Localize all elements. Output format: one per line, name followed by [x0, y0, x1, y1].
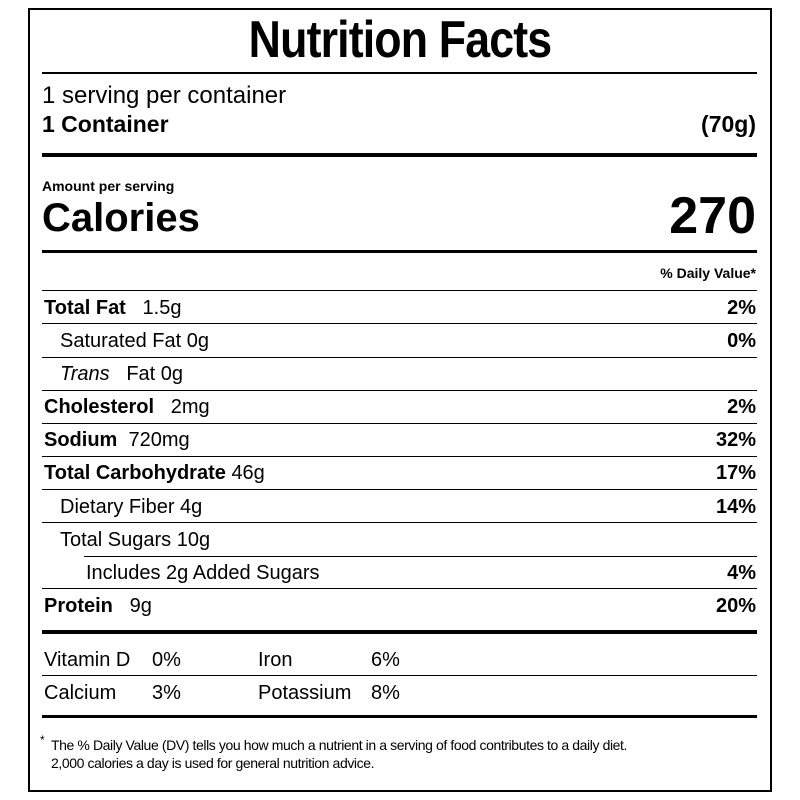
label-border [28, 8, 772, 792]
nutrient-dv: 32% [715, 429, 756, 451]
nutrient-dv: 14% [715, 496, 756, 518]
amount-per-serving: Amount per serving [42, 178, 175, 194]
nutrient-dv: 4% [727, 562, 756, 584]
vitamin-dv: 6% [371, 649, 400, 671]
nutrient-name: Protein [44, 595, 113, 617]
nutrient-row: Trans Fat 0g [60, 364, 183, 384]
nutrient-amount: 10g [176, 529, 211, 551]
nutrient-dv: 20% [715, 595, 756, 617]
divider [42, 423, 757, 424]
divider-thick [42, 715, 757, 718]
footnote-line: The % Daily Value (DV) tells you how muc… [51, 737, 628, 753]
serving-size-amount: (70g) [701, 111, 756, 137]
nutrient-name: Dietary Fiber [60, 496, 175, 518]
divider [84, 556, 757, 557]
vitamin-name: Iron [258, 649, 293, 671]
calories-value: 270 [669, 187, 756, 245]
nutrient-dv: 0% [727, 330, 756, 352]
divider [42, 72, 757, 74]
divider [42, 522, 757, 523]
nutrient-row: Protein 9g [44, 596, 152, 616]
serving-size-label: 1 Container [42, 111, 169, 137]
nutrient-name: Total Fat [44, 297, 126, 319]
nutrient-amount: 0g [186, 330, 209, 352]
calories-label: Calories [42, 196, 200, 240]
nutrient-row: Dietary Fiber 4g [60, 497, 202, 517]
nutrient-amount: 4g [180, 496, 203, 518]
divider [42, 675, 757, 676]
servings-per-container: 1 serving per container [42, 82, 287, 109]
footnote-line: 2,000 calories a day is used for general… [51, 755, 375, 771]
nutrient-row: Sodium 720mg [44, 430, 190, 450]
vitamin-name: Vitamin D [44, 649, 131, 671]
divider [42, 323, 757, 324]
nutrient-row: Cholesterol 2mg [44, 397, 210, 417]
nutrient-name: Includes 2g Added Sugars [86, 562, 320, 584]
nutrient-amount: 9g [129, 595, 152, 617]
nutrient-row: Total Fat 1.5g [44, 298, 181, 318]
vitamin-name: Potassium [258, 682, 352, 704]
divider [42, 456, 757, 457]
nutrient-row: Saturated Fat 0g [60, 331, 209, 351]
nutrient-dv: 17% [715, 462, 756, 484]
nutrient-name: Sodium [44, 429, 118, 451]
divider [42, 588, 757, 589]
vitamin-dv: 3% [152, 682, 181, 704]
nutrient-amount: 2mg [170, 396, 210, 418]
nutrient-row: Total Carbohydrate 46g [44, 463, 265, 483]
divider [42, 489, 757, 490]
vitamin-name: Calcium [44, 682, 117, 704]
vitamin-dv: 0% [152, 649, 181, 671]
nutrient-name: Total Carbohydrate [44, 462, 226, 484]
divider [42, 390, 757, 391]
nutrient-row: Total Sugars 10g [60, 530, 210, 550]
nutrient-amount: 1.5g [142, 297, 182, 319]
vitamin-dv: 8% [371, 682, 400, 704]
nutrient-name: Saturated Fat [60, 330, 182, 352]
nutrient-name: Total Sugars [60, 529, 172, 551]
divider-thick [42, 153, 757, 157]
label-title: Nutrition Facts [248, 11, 552, 69]
nutrient-dv: 2% [727, 297, 756, 319]
nutrient-amount: Fat 0g [126, 363, 184, 385]
nutrient-amount: 720mg [128, 429, 190, 451]
footnote-marker: * [40, 733, 45, 747]
divider-thick [42, 250, 757, 253]
nutrient-dv: 2% [727, 396, 756, 418]
divider-thick [42, 630, 757, 634]
divider [42, 290, 757, 291]
divider [42, 357, 757, 358]
nutrient-amount: 46g [231, 462, 265, 484]
nutrient-name: Cholesterol [44, 396, 155, 418]
dv-header: % Daily Value* [660, 265, 756, 281]
nutrient-name: Trans [60, 363, 110, 385]
